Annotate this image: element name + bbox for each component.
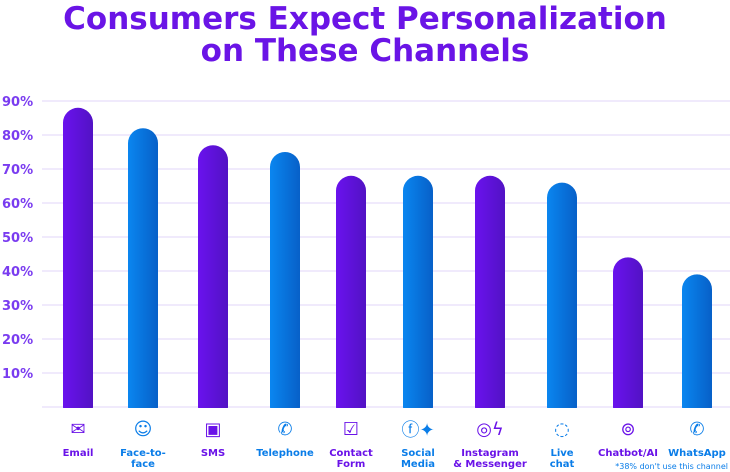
bar-face-to-face — [128, 128, 158, 422]
y-tick-label: 60% — [2, 197, 33, 212]
bar-whatsapp — [682, 274, 712, 422]
x-tick-label: Social Media — [400, 448, 436, 470]
sms-icon: ▣ — [204, 418, 222, 440]
bar-telephone — [270, 152, 300, 422]
x-tick-label: Face-to-face — [120, 448, 166, 470]
whatsapp-icon: ✆ — [689, 418, 705, 440]
bar-base-mask — [197, 408, 229, 424]
bar-base-mask — [269, 408, 301, 424]
instagram-messenger-icon: ◎ϟ — [476, 418, 504, 440]
bar-contact-form — [336, 175, 366, 422]
y-tick-label: 40% — [2, 265, 33, 280]
smiley-face-icon: ☺ — [133, 418, 153, 440]
bar-base-mask — [402, 408, 434, 424]
facebook-twitter-icon: ⓕ✦ — [401, 420, 435, 441]
bar-live-chat — [547, 182, 577, 422]
bar-base-mask — [127, 408, 159, 424]
bar-base-mask — [474, 408, 506, 424]
bar-base-mask — [62, 408, 94, 424]
chart-title-line-1: Consumers Expect Personalization — [63, 1, 667, 37]
y-tick-label: 70% — [2, 163, 33, 178]
y-tick-label: 50% — [2, 231, 33, 246]
x-tick-label: Email — [62, 448, 94, 459]
y-tick-label: 30% — [2, 299, 33, 314]
x-tick-label: SMS — [200, 448, 226, 459]
bar-sms — [198, 145, 228, 422]
bar-base-mask — [681, 408, 713, 424]
x-tick-label: WhatsApp — [668, 448, 726, 459]
bar-chatbot-ai — [613, 257, 643, 422]
chart-title-line-2: on These Channels — [200, 33, 530, 69]
bar-email — [63, 107, 93, 423]
phone-icon: ✆ — [277, 418, 293, 440]
x-tick-label: Live chat — [549, 448, 575, 470]
bar-instagram-messenger — [475, 175, 505, 422]
bar-base-mask — [335, 408, 367, 424]
x-tick-label: Chatbot/AI — [598, 448, 658, 459]
chat-bubble-icon: ◌ — [554, 418, 570, 440]
y-tick-label: 90% — [2, 95, 33, 110]
robot-icon: ⊚ — [620, 418, 636, 440]
y-tick-label: 10% — [2, 367, 33, 382]
form-check-icon: ☑ — [342, 418, 360, 440]
x-tick-label: Contact Form — [329, 448, 373, 470]
bar-base-mask — [546, 408, 578, 424]
y-tick-label: 80% — [2, 129, 33, 144]
bar-social-media — [403, 175, 433, 422]
envelope-icon: ✉ — [70, 418, 86, 440]
bar-base-mask — [612, 408, 644, 424]
y-tick-label: 20% — [2, 333, 33, 348]
whatsapp-footnote: *38% don't use this channel — [615, 462, 728, 471]
x-tick-label: Telephone — [256, 448, 314, 459]
x-tick-label: Instagram & Messenger — [453, 448, 527, 470]
